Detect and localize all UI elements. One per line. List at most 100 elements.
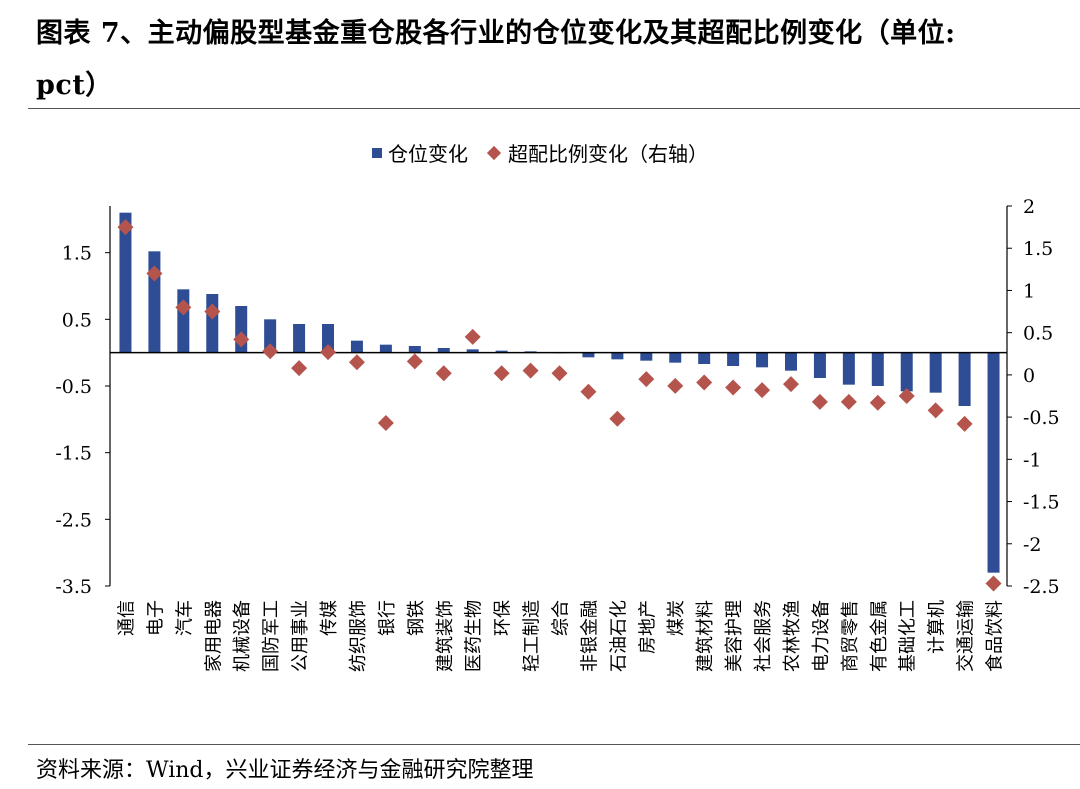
category-label: 纺织服饰 [348, 600, 369, 672]
left-tick-label: 1.5 [62, 243, 92, 265]
diamond-marker [406, 353, 423, 370]
diamond-marker [927, 402, 944, 419]
category-label: 交通运输 [956, 600, 977, 672]
category-label: 综合 [551, 600, 572, 636]
right-tick-label: 1.5 [1023, 238, 1053, 260]
diamond-marker [956, 415, 973, 432]
diamond-marker [262, 343, 279, 360]
bar [640, 352, 653, 361]
diamond-marker [320, 344, 337, 361]
bar [582, 352, 595, 358]
legend: 仓位变化 超配比例变化（右轴） [0, 138, 1080, 167]
legend-item-bar: 仓位变化 [372, 138, 468, 167]
diamond-marker [377, 415, 394, 432]
bar-swatch-icon [372, 147, 382, 158]
diamond-marker [811, 393, 828, 410]
left-tick-label: 0.5 [62, 309, 92, 331]
bar [466, 349, 479, 353]
bar [177, 289, 190, 353]
category-label: 电子 [145, 600, 166, 636]
left-tick-label: -2.5 [55, 509, 92, 531]
top-rule [28, 108, 1080, 109]
category-label: 建筑装饰 [435, 600, 456, 672]
right-tick-label: 0 [1023, 365, 1035, 387]
title-line-2: pct） [36, 70, 113, 101]
category-label: 食品饮料 [985, 600, 1006, 672]
left-tick-label: -1.5 [55, 443, 92, 465]
diamond-marker [840, 393, 857, 410]
right-tick-label: -0.5 [1023, 407, 1060, 429]
category-label: 石油石化 [608, 600, 629, 672]
category-label: 医药生物 [464, 600, 485, 672]
diamond-marker [638, 371, 655, 388]
diamond-marker [233, 331, 250, 348]
bar [495, 350, 508, 353]
diamond-marker [522, 362, 539, 379]
diamond-marker [696, 374, 713, 391]
diamond-marker [782, 376, 799, 393]
source-note: 资料来源：Wind，兴业证券经济与金融研究院整理 [36, 758, 534, 783]
bar [756, 352, 769, 368]
category-label: 农林牧渔 [782, 600, 803, 672]
category-label: 美容护理 [724, 600, 745, 672]
category-label: 有色金属 [869, 600, 890, 672]
bar [698, 352, 711, 364]
bar [784, 352, 797, 371]
category-label: 环保 [493, 600, 514, 636]
diamond-marker [117, 219, 134, 236]
category-label: 汽车 [174, 600, 195, 636]
diamond-marker [985, 575, 1002, 592]
bar [987, 352, 1000, 573]
category-label: 银行 [377, 600, 398, 636]
category-label: 公用事业 [290, 600, 311, 672]
bar [611, 352, 624, 360]
bar [322, 324, 335, 353]
category-label: 传媒 [319, 600, 340, 636]
diamond-marker [580, 383, 597, 400]
bar [871, 352, 884, 386]
diamond-marker [348, 354, 365, 371]
bar [437, 348, 450, 353]
category-label: 非银金融 [579, 600, 600, 672]
category-label: 基础化工 [898, 600, 919, 672]
bar [119, 212, 132, 353]
category-label: 房地产 [637, 600, 658, 654]
diamond-marker [204, 303, 221, 320]
bar [264, 319, 277, 353]
diamond-marker [898, 388, 915, 404]
legend-label-marker: 超配比例变化（右轴） [508, 142, 708, 166]
bar [842, 352, 855, 385]
bar [408, 346, 421, 353]
legend-label-bar: 仓位变化 [388, 142, 468, 166]
category-label: 通信 [116, 600, 137, 636]
category-label: 商贸零售 [840, 600, 861, 672]
right-tick-label: 2 [1023, 196, 1035, 218]
bar [900, 352, 913, 392]
category-label: 轻工制造 [522, 600, 543, 672]
category-label: 家用电器 [203, 600, 224, 672]
bar [727, 352, 740, 366]
legend-item-marker: 超配比例变化（右轴） [486, 138, 708, 167]
title-line-1: 图表 7、主动偏股型基金重仓股各行业的仓位变化及其超配比例变化（单位: [36, 18, 956, 49]
bottom-rule [28, 744, 1080, 745]
left-tick-label: -0.5 [55, 376, 92, 398]
right-tick-label: -1 [1023, 449, 1042, 471]
right-tick-label: 0.5 [1023, 323, 1053, 345]
category-label: 机械设备 [232, 600, 253, 672]
chart-title: 图表 7、主动偏股型基金重仓股各行业的仓位变化及其超配比例变化（单位: pct） [36, 8, 1066, 112]
category-label: 社会服务 [753, 600, 774, 672]
diamond-marker [435, 365, 452, 382]
category-label: 国防军工 [261, 600, 282, 672]
bar [813, 352, 826, 378]
right-tick-label: -2.5 [1023, 576, 1060, 598]
bar [929, 352, 942, 393]
bar [293, 324, 306, 353]
right-tick-label: -1.5 [1023, 492, 1060, 514]
diamond-marker [754, 382, 771, 399]
category-label: 煤炭 [666, 600, 687, 636]
category-label: 钢铁 [406, 600, 427, 636]
bar [669, 352, 682, 363]
diamond-marker [609, 410, 626, 427]
category-label: 计算机 [927, 600, 948, 654]
